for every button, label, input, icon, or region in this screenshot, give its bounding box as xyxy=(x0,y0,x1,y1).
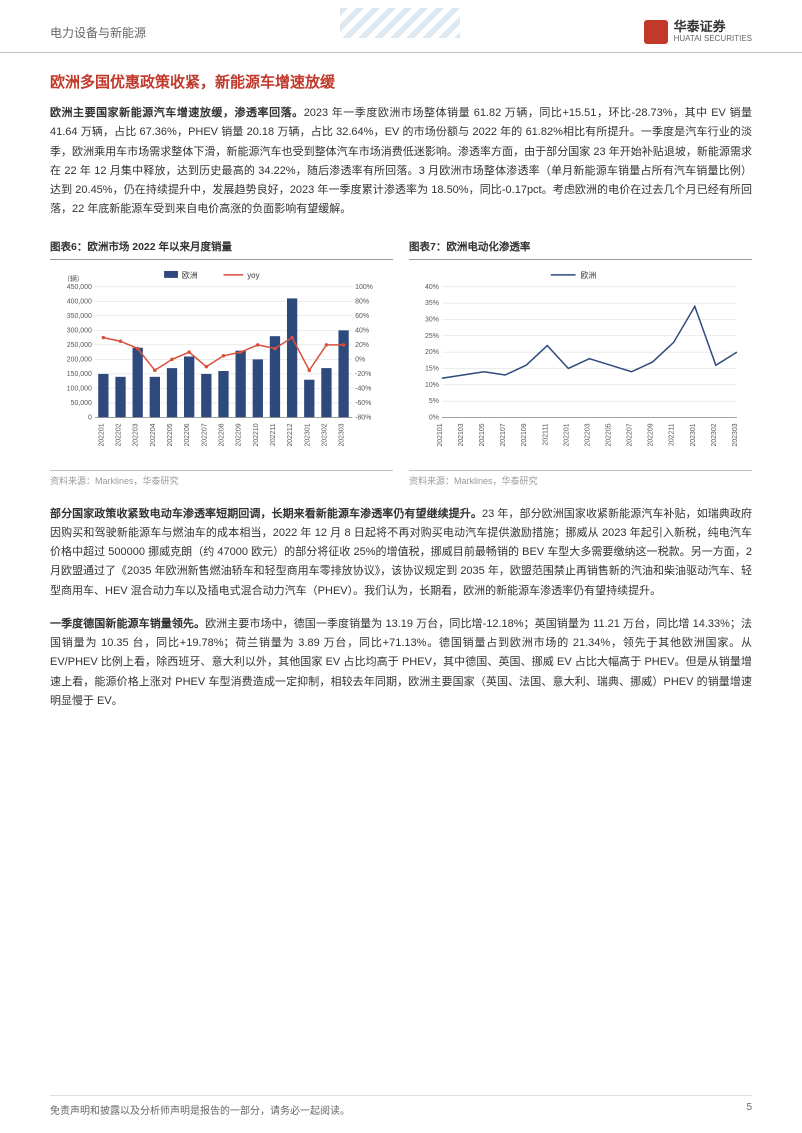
chart6-title: 图表6：欧洲市场 2022 年以来月度销量 xyxy=(50,234,393,260)
svg-text:350,000: 350,000 xyxy=(67,312,92,319)
svg-text:202202: 202202 xyxy=(116,423,123,446)
svg-text:202206: 202206 xyxy=(184,423,191,446)
svg-text:（辆）: （辆） xyxy=(63,273,84,282)
svg-text:0%: 0% xyxy=(429,414,439,421)
svg-text:15%: 15% xyxy=(425,365,439,372)
section-title: 欧洲多国优惠政策收紧，新能源车增速放缓 xyxy=(50,71,752,92)
svg-text:400,000: 400,000 xyxy=(67,298,92,305)
para1-body: 2023 年一季度欧洲市场整体销量 61.82 万辆，同比+15.51，环比-2… xyxy=(50,107,752,215)
svg-text:202204: 202204 xyxy=(150,423,157,446)
svg-text:202302: 202302 xyxy=(711,423,718,446)
svg-text:202211: 202211 xyxy=(669,423,676,446)
svg-text:40%: 40% xyxy=(355,327,369,334)
svg-text:202201: 202201 xyxy=(563,423,570,446)
svg-text:80%: 80% xyxy=(355,298,369,305)
page-number: 5 xyxy=(746,1102,752,1117)
charts-row: 图表6：欧洲市场 2022 年以来月度销量 （辆） 欧洲 yoy 0 50,000 100… xyxy=(50,234,752,487)
para2-lead: 部分国家政策收紧致电动车渗透率短期回调，长期来看新能源车渗透率仍有望继续提升。 xyxy=(50,508,482,520)
svg-text:202209: 202209 xyxy=(236,423,243,446)
svg-text:202301: 202301 xyxy=(690,423,697,446)
svg-text:202111: 202111 xyxy=(542,423,549,445)
paragraph-2: 部分国家政策收紧致电动车渗透率短期回调，长期来看新能源车渗透率仍有望继续提升。2… xyxy=(50,505,752,601)
svg-text:202205: 202205 xyxy=(167,423,174,446)
svg-text:202209: 202209 xyxy=(648,423,655,446)
para1-lead: 欧洲主要国家新能源汽车增速放缓，渗透率回落。 xyxy=(50,107,304,119)
chart6-svg: （辆） 欧洲 yoy 0 50,000 100,000 150,000 200,000 250,… xyxy=(51,267,392,465)
svg-text:35%: 35% xyxy=(425,300,439,307)
header-decoration xyxy=(340,8,460,38)
svg-text:欧洲: 欧洲 xyxy=(182,269,198,279)
category-label: 电力设备与新能源 xyxy=(50,24,146,41)
svg-text:202105: 202105 xyxy=(479,423,486,446)
svg-text:202101: 202101 xyxy=(437,423,444,446)
paragraph-3: 一季度德国新能源车销量领先。欧洲主要市场中，德国一季度销量为 13.19 万台，… xyxy=(50,615,752,711)
paragraph-1: 欧洲主要国家新能源汽车增速放缓，渗透率回落。2023 年一季度欧洲市场整体销量 … xyxy=(50,104,752,220)
chart6-container: 图表6：欧洲市场 2022 年以来月度销量 （辆） 欧洲 yoy 0 50,000 100… xyxy=(50,234,393,487)
svg-text:150,000: 150,000 xyxy=(67,370,92,377)
page-footer: 免责声明和披露以及分析师声明是报告的一部分，请务必一起阅读。 5 xyxy=(50,1095,752,1117)
svg-text:-60%: -60% xyxy=(355,399,371,406)
svg-text:202103: 202103 xyxy=(458,423,465,446)
svg-text:202203: 202203 xyxy=(584,423,591,446)
svg-text:202303: 202303 xyxy=(339,423,346,446)
svg-text:yoy: yoy xyxy=(247,270,259,279)
svg-text:300,000: 300,000 xyxy=(67,327,92,334)
chart7-source: 资料来源：Marklines，华泰研究 xyxy=(409,470,752,487)
para3-lead: 一季度德国新能源车销量领先。 xyxy=(50,618,205,630)
logo-icon xyxy=(644,20,668,44)
svg-text:202303: 202303 xyxy=(732,423,739,446)
svg-text:202205: 202205 xyxy=(605,423,612,446)
svg-text:202301: 202301 xyxy=(304,423,311,446)
svg-text:250,000: 250,000 xyxy=(67,341,92,348)
svg-text:202211: 202211 xyxy=(270,423,277,446)
svg-text:0%: 0% xyxy=(355,356,365,363)
chart6-area: （辆） 欧洲 yoy 0 50,000 100,000 150,000 200,000 250,… xyxy=(50,266,393,466)
svg-text:202212: 202212 xyxy=(287,423,294,446)
svg-text:202208: 202208 xyxy=(218,423,225,446)
svg-text:欧洲: 欧洲 xyxy=(581,269,597,279)
svg-text:10%: 10% xyxy=(425,381,439,388)
svg-text:202201: 202201 xyxy=(98,423,105,446)
logo-cn: 华泰证券 xyxy=(674,20,752,34)
svg-text:200,000: 200,000 xyxy=(67,356,92,363)
svg-text:202210: 202210 xyxy=(253,423,260,446)
content-area: 欧洲多国优惠政策收紧，新能源车增速放缓 欧洲主要国家新能源汽车增速放缓，渗透率回… xyxy=(0,53,802,735)
svg-text:450,000: 450,000 xyxy=(67,283,92,290)
svg-text:40%: 40% xyxy=(425,283,439,290)
svg-text:202302: 202302 xyxy=(321,423,328,446)
svg-text:202207: 202207 xyxy=(627,423,634,446)
company-logo: 华泰证券 HUATAI SECURITIES xyxy=(644,20,752,44)
para2-body: 23 年，部分欧洲国家收紧新能源汽车补贴，如瑞典政府因购买和驾驶新能源车与燃油车… xyxy=(50,508,752,597)
logo-text-wrap: 华泰证券 HUATAI SECURITIES xyxy=(674,20,752,43)
svg-text:100,000: 100,000 xyxy=(67,385,92,392)
logo-en: HUATAI SECURITIES xyxy=(674,35,752,44)
svg-text:20%: 20% xyxy=(355,341,369,348)
chart7-area: 欧洲 0% 5% 10% 15% 20% 25% 30% 35% 40% 202101 202103 2… xyxy=(409,266,752,466)
svg-text:25%: 25% xyxy=(425,332,439,339)
chart7-container: 图表7：欧洲电动化渗透率 欧洲 0% 5% 10% 15% 20% 25% 30% 35% 40%… xyxy=(409,234,752,487)
chart6-source: 资料来源：Marklines，华泰研究 xyxy=(50,470,393,487)
svg-text:202109: 202109 xyxy=(521,423,528,446)
svg-text:50,000: 50,000 xyxy=(71,399,92,406)
svg-text:0: 0 xyxy=(88,414,92,421)
svg-text:-20%: -20% xyxy=(355,370,371,377)
chart7-title: 图表7：欧洲电动化渗透率 xyxy=(409,234,752,260)
svg-text:20%: 20% xyxy=(425,349,439,356)
disclaimer-text: 免责声明和披露以及分析师声明是报告的一部分，请务必一起阅读。 xyxy=(50,1102,350,1117)
svg-text:202207: 202207 xyxy=(201,423,208,446)
para3-body: 欧洲主要市场中，德国一季度销量为 13.19 万台，同比增-12.18%；英国销… xyxy=(50,618,752,707)
chart7-svg: 欧洲 0% 5% 10% 15% 20% 25% 30% 35% 40% 202101 202103 2… xyxy=(410,267,751,465)
svg-text:202203: 202203 xyxy=(133,423,140,446)
svg-text:30%: 30% xyxy=(425,316,439,323)
svg-text:202107: 202107 xyxy=(500,423,507,446)
svg-text:-40%: -40% xyxy=(355,385,371,392)
svg-text:5%: 5% xyxy=(429,398,439,405)
svg-text:-80%: -80% xyxy=(355,414,371,421)
svg-text:60%: 60% xyxy=(355,312,369,319)
svg-text:100%: 100% xyxy=(355,283,373,290)
